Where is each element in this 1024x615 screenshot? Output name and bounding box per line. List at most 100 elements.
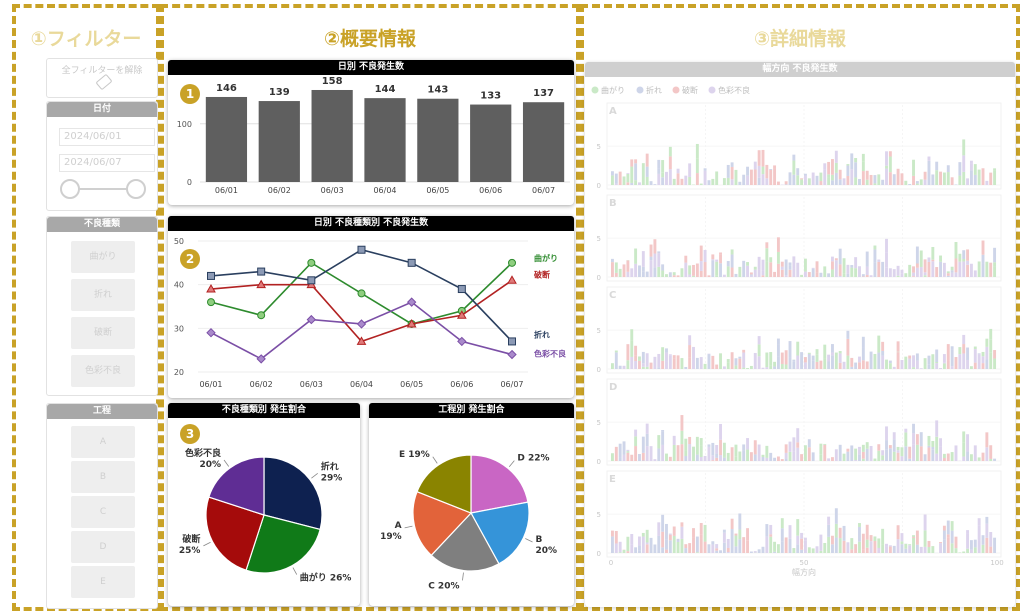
width-bar-segment (641, 536, 645, 553)
defect-type-option-bend[interactable]: 曲がり (71, 241, 135, 273)
detail-section: ③詳細情報 (580, 4, 1020, 611)
date-start-field[interactable]: 2024/06/01 (59, 128, 155, 146)
date-range-slider-end-handle[interactable] (126, 179, 146, 199)
width-bar-segment (923, 171, 927, 180)
width-bar-segment (942, 539, 946, 553)
width-legend-label: 曲がり (601, 85, 625, 95)
process-option-c[interactable]: C (71, 496, 135, 528)
daily-x-tick-label: 06/02 (268, 186, 291, 195)
line-x-tick-label: 06/02 (250, 380, 273, 389)
line-x-tick-label: 06/04 (350, 380, 373, 389)
width-bar-segment (834, 150, 838, 163)
width-bar-segment (827, 174, 831, 178)
width-bar-segment (912, 535, 915, 538)
width-bar-segment (784, 458, 788, 461)
width-bar-segment (877, 259, 881, 262)
width-bar-segment (881, 355, 885, 369)
defect-type-option-color[interactable]: 色彩不良 (71, 355, 135, 387)
filter-section-title: ①フィルター (30, 28, 142, 50)
line-y-tick-label: 30 (174, 324, 184, 333)
width-bar-segment (765, 242, 769, 249)
width-bar-segment (939, 171, 942, 185)
width-bar-segment (881, 341, 885, 351)
process-option-a[interactable]: A (71, 426, 135, 458)
process-pie-slice (416, 454, 472, 514)
width-bar-segment (892, 269, 896, 277)
width-bar-segment (800, 454, 804, 461)
width-bar-segment (692, 264, 695, 276)
line-point (356, 319, 367, 329)
date-end-field[interactable]: 2024/06/07 (59, 154, 155, 172)
process-option-e[interactable]: E (71, 566, 135, 598)
width-bar-segment (796, 341, 800, 356)
width-bar-segment (761, 174, 765, 185)
process-option-b[interactable]: B (71, 461, 135, 493)
width-bar-segment (919, 179, 923, 185)
width-bar-segment (908, 355, 912, 359)
width-bar-segment (645, 176, 649, 185)
date-range-slider-start-handle[interactable] (60, 179, 80, 199)
width-bar-segment (915, 267, 919, 277)
width-bar-segment (915, 353, 919, 361)
width-bar-segment (915, 544, 919, 553)
width-bar-segment (753, 440, 757, 455)
width-bar-segment (788, 451, 792, 461)
width-bar-segment (885, 543, 888, 547)
width-bar-segment (630, 166, 634, 183)
width-bar-segment (950, 177, 954, 185)
width-bar-segment (865, 539, 869, 548)
width-bar-segment (788, 265, 792, 270)
width-bar-segment (873, 249, 877, 263)
width-bar-segment (699, 261, 703, 271)
width-bar-segment (634, 355, 638, 361)
line-point (307, 276, 316, 285)
width-bar-segment (715, 275, 719, 277)
width-bar-segment (831, 352, 834, 356)
width-bar-segment (618, 365, 622, 369)
width-bar-segment (749, 274, 753, 276)
width-bar-segment (954, 536, 958, 549)
width-bar-segment (873, 540, 877, 553)
width-bar-segment (792, 437, 796, 452)
daily-bar-value: 158 (322, 76, 343, 87)
width-bar-segment (649, 256, 653, 261)
width-bar-segment (865, 179, 869, 185)
width-bar-segment (854, 257, 858, 269)
width-bar-segment (919, 432, 923, 447)
width-bar-segment (927, 540, 931, 548)
line-point (306, 314, 317, 325)
width-bar-segment (904, 548, 908, 553)
width-bar-segment (942, 354, 946, 363)
width-bar-segment (780, 541, 784, 553)
width-bar-segment (966, 359, 970, 369)
width-bar-segment (641, 271, 645, 277)
defect-type-option-fold[interactable]: 折れ (71, 279, 135, 311)
width-bar-segment (784, 259, 788, 276)
daily-type-title: 日別 不良種類別 不良発生数 (168, 216, 574, 231)
width-bar-segment (719, 550, 722, 553)
width-bar-segment (939, 255, 942, 262)
daily-defect-title: 日別 不良発生数 (168, 60, 574, 75)
width-bar-segment (695, 552, 699, 553)
width-y-tick-label: 0 (597, 550, 601, 558)
width-bar-segment (804, 445, 807, 461)
width-bar-segment (861, 336, 865, 348)
width-bar-segment (838, 362, 842, 369)
width-bar-segment (707, 444, 711, 447)
defect-type-option-break[interactable]: 破断 (71, 317, 135, 349)
width-bar-segment (842, 258, 846, 274)
width-bar-segment (765, 524, 769, 537)
width-bar-segment (985, 516, 989, 524)
eraser-icon[interactable] (95, 73, 113, 91)
clear-filter-button[interactable]: 全フィルターを解除 (61, 66, 143, 76)
width-bar-segment (865, 442, 869, 449)
process-option-d[interactable]: D (71, 531, 135, 563)
width-bar-segment (661, 547, 665, 553)
width-bar-segment (989, 352, 993, 369)
width-bar-segment (757, 344, 761, 357)
width-bar-segment (622, 365, 626, 369)
width-bar-segment (985, 523, 989, 538)
width-bar-segment (611, 363, 614, 369)
width-bar-segment (811, 548, 815, 553)
width-bar-segment (796, 262, 800, 277)
